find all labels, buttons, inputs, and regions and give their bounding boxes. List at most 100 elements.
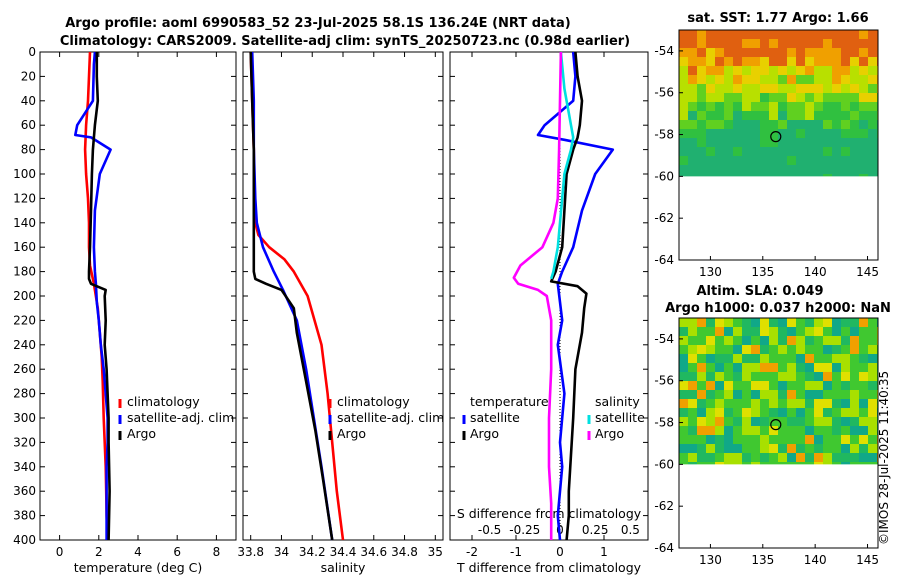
map-cell [724,165,733,174]
map-cell [796,336,805,345]
map-cell [859,381,868,390]
map-cell [787,318,796,327]
map-cell [841,462,850,465]
map-cell [787,381,796,390]
map-cell [850,372,859,381]
series-line-argo [87,52,111,541]
map-cell [841,39,850,48]
map-cell [751,30,760,39]
map-cell [778,93,787,102]
map-cell [868,174,877,177]
map-cell [697,39,706,48]
map-cell [796,93,805,102]
x-tick-label: 34 [274,545,289,559]
map-cell [868,381,877,390]
map-cell [724,426,733,435]
map-cell [760,129,769,138]
map-cell [814,444,823,453]
y-tick-label: 0 [28,45,36,59]
map-cell [805,39,814,48]
map-cell [742,462,751,465]
map-cell [715,120,724,129]
map-cell [859,39,868,48]
map-cell [787,147,796,156]
map-cell [697,318,706,327]
map-y-tick-label: -56 [654,374,674,388]
map-cell [751,354,760,363]
y-tick-label: 160 [13,240,36,254]
map-cell [724,363,733,372]
map-cell [859,174,868,177]
map-cell [841,327,850,336]
map-cell [715,435,724,444]
map-cell [733,84,742,93]
map-cell [760,93,769,102]
map-cell [715,93,724,102]
map-cell [850,381,859,390]
map-cell [688,93,697,102]
map-cell [823,129,832,138]
map-cell [796,30,805,39]
map-cell [760,354,769,363]
map-title: sat. SST: 1.77 Argo: 1.66 [687,11,868,26]
map-cell [733,372,742,381]
map-cell [751,156,760,165]
map-cell [823,120,832,129]
map-cell [706,147,715,156]
map-cell [679,66,688,75]
map-x-tick-label: 130 [699,265,722,279]
map-cell [841,345,850,354]
map-cell [778,426,787,435]
map-cell [760,372,769,381]
map-cell [706,318,715,327]
map-cell [679,354,688,363]
map-cell [850,336,859,345]
map-cell [769,129,778,138]
map-cell [823,444,832,453]
map-cell [814,84,823,93]
map-cell [697,435,706,444]
map-cell [697,444,706,453]
map-cell [679,75,688,84]
x-tick-label: 33.8 [237,545,264,559]
map-cell [715,84,724,93]
map-cell [850,66,859,75]
map-cell [679,435,688,444]
map-cell [733,48,742,57]
map-cell [796,363,805,372]
map-cell [814,57,823,66]
map-cell [715,345,724,354]
map-cell [724,318,733,327]
map-cell [697,462,706,465]
map-cell [805,66,814,75]
x-axis-label: temperature (deg C) [74,560,203,575]
map-cell [832,453,841,462]
map-cell [814,102,823,111]
map-cell [814,30,823,39]
map-cell [823,372,832,381]
map-cell [850,111,859,120]
map-cell [760,417,769,426]
x-tick-label: -1 [510,545,522,559]
map-cell [715,138,724,147]
map-cell [805,336,814,345]
map-cell [859,444,868,453]
map-cell [688,381,697,390]
map-cell [688,363,697,372]
map-cell [868,372,877,381]
map-y-tick-label: -54 [654,332,674,346]
map-cell [688,426,697,435]
map-cell [751,435,760,444]
map-cell [760,48,769,57]
map-cell [868,147,877,156]
map-cell [850,120,859,129]
map-cell [823,48,832,57]
map-cell [850,93,859,102]
map-cell [832,129,841,138]
map-cell [850,354,859,363]
map-cell [760,435,769,444]
map-cell [769,102,778,111]
map-cell [859,66,868,75]
map-cell [769,57,778,66]
